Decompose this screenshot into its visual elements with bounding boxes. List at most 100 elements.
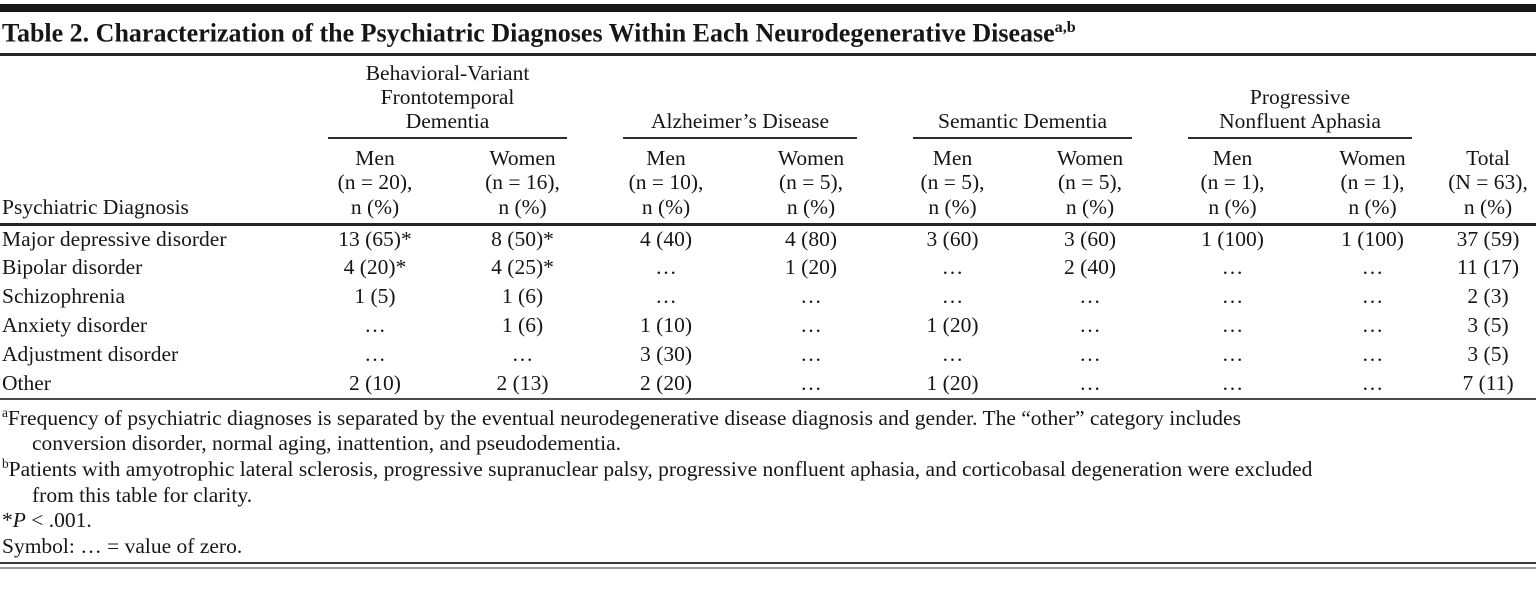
cell: … <box>1361 342 1384 367</box>
row-label: Adjustment disorder <box>2 342 179 367</box>
cell: … <box>1221 284 1244 309</box>
cell: 11 (17) <box>1457 255 1519 280</box>
col-header-bvftd-women: Women (n = 16), n (%) <box>450 139 596 227</box>
group-header-bvftd-label: Behavioral-Variant Frontotemporal Dement… <box>328 61 568 140</box>
cell: 13 (65)* <box>338 226 412 251</box>
cell: … <box>655 284 677 309</box>
cell: … <box>655 255 677 280</box>
footnote-b-text-1: Patients with amyotrophic lateral sclero… <box>8 457 1313 482</box>
cell: 2 (3) <box>1467 284 1509 309</box>
top-rule <box>0 4 1536 12</box>
footnote-a-marker: a <box>2 404 8 420</box>
cell: 1 (100) <box>1341 226 1404 251</box>
row-label: Anxiety disorder <box>2 313 148 338</box>
row-label: Major depressive disorder <box>2 226 227 251</box>
footnote-pvalue: *P < .001. <box>2 508 1534 533</box>
cell: 1 (20) <box>785 255 837 280</box>
cell: 1 (6) <box>501 284 544 309</box>
cell: 4 (20)* <box>343 255 407 280</box>
group-header-semantic-dementia: Semantic Dementia <box>885 56 1160 140</box>
col-header-pnfa-men: Men (n = 1), n (%) <box>1160 139 1306 227</box>
cell: 3 (60) <box>1064 226 1116 251</box>
table-header: Behavioral-Variant Frontotemporal Dement… <box>0 56 1536 227</box>
cell: … <box>1079 313 1101 338</box>
group-header-alzheimers: Alzheimer’s Disease <box>595 56 885 140</box>
col-header-ad-men: Men (n = 10), n (%) <box>595 139 738 227</box>
footnote-b-line-1: bPatients with amyotrophic lateral scler… <box>2 456 1534 483</box>
psychiatric-diagnoses-table: Behavioral-Variant Frontotemporal Dement… <box>0 56 1536 400</box>
cell: … <box>1079 284 1101 309</box>
row-label: Bipolar disorder <box>2 255 143 280</box>
table-row-other: Other 2 (10) 2 (13) 2 (20) … 1 (20) … … … <box>0 369 1536 400</box>
row-label: Other <box>0 369 300 400</box>
group-header-pnfa: Progressive Nonfluent Aphasia <box>1160 56 1440 140</box>
table-body: Major depressive disorder 13 (65)* 8 (50… <box>0 225 1536 400</box>
column-header-row: Psychiatric Diagnosis Men (n = 20), n (%… <box>0 139 1536 227</box>
cell: 1 (5) <box>354 284 396 309</box>
cell: 8 (50)* <box>491 226 554 251</box>
group-header-bvftd: Behavioral-Variant Frontotemporal Dement… <box>300 56 595 140</box>
cell: 1 (6) <box>501 313 544 338</box>
group-header-total-spacer <box>1440 56 1536 139</box>
group-header-pnfa-label: Progressive Nonfluent Aphasia <box>1188 85 1413 140</box>
cell: … <box>364 342 386 367</box>
col-header-total: Total (N = 63), n (%) <box>1440 139 1536 227</box>
cell: … <box>1221 342 1244 367</box>
cell: 37 (59) <box>1456 226 1520 251</box>
footnote-b-line-2: from this table for clarity. <box>32 482 253 507</box>
cell: … <box>1305 369 1441 400</box>
cell: … <box>1020 369 1161 400</box>
footnote-a-line-1: aFrequency of psychiatric diagnoses is s… <box>2 405 1534 432</box>
footnote-a-line-2: conversion disorder, normal aging, inatt… <box>32 431 622 456</box>
col-header-ad-women: Women (n = 5), n (%) <box>737 139 886 227</box>
cell: … <box>1361 284 1384 309</box>
cell: … <box>737 369 886 400</box>
cell: … <box>1361 313 1384 338</box>
cell: … <box>364 313 386 338</box>
cell: 7 (11) <box>1440 369 1536 400</box>
cell: … <box>511 342 534 367</box>
cell: 3 (5) <box>1467 342 1509 367</box>
col-header-sd-women: Women (n = 5), n (%) <box>1020 139 1161 227</box>
cell: 3 (60) <box>926 226 979 251</box>
footnote-b: bPatients with amyotrophic lateral scler… <box>2 456 1534 508</box>
table-row-bipolar: Bipolar disorder 4 (20)* 4 (25)* … 1 (20… <box>0 254 1536 283</box>
cell: 2 (20) <box>595 369 738 400</box>
cell: … <box>941 342 964 367</box>
table-row-anxiety: Anxiety disorder … 1 (6) 1 (10) … 1 (20)… <box>0 312 1536 341</box>
cell: … <box>941 255 964 280</box>
col-header-pnfa-women: Women (n = 1), n (%) <box>1305 139 1441 227</box>
footnotes: aFrequency of psychiatric diagnoses is s… <box>0 400 1536 559</box>
col-header-bvftd-men: Men (n = 20), n (%) <box>300 139 450 227</box>
table-title: Table 2. Characterization of the Psychia… <box>0 12 1536 57</box>
row-label: Schizophrenia <box>2 284 125 309</box>
cell: 4 (40) <box>640 226 692 251</box>
cell: … <box>1361 255 1384 280</box>
table-title-text: Table 2. Characterization of the Psychia… <box>2 18 1055 48</box>
bottom-rule <box>0 561 1536 569</box>
cell: 1 (20) <box>926 313 979 338</box>
cell: 1 (10) <box>640 313 692 338</box>
cell: … <box>1079 342 1101 367</box>
cell: 2 (10) <box>300 369 450 400</box>
group-header-spacer <box>0 56 300 139</box>
group-header-row: Behavioral-Variant Frontotemporal Dement… <box>0 56 1536 140</box>
cell: 1 (100) <box>1201 226 1264 251</box>
cell: 2 (13) <box>450 369 596 400</box>
cell: 2 (40) <box>1064 255 1116 280</box>
table-title-superscript: a,b <box>1054 19 1076 36</box>
cell: 3 (5) <box>1467 313 1509 338</box>
footnote-a-text-1: Frequency of psychiatric diagnoses is se… <box>7 405 1241 430</box>
footnote-pvalue-text: < .001. <box>25 508 92 533</box>
cell: … <box>800 342 822 367</box>
group-header-alzheimers-label: Alzheimer’s Disease <box>623 109 858 140</box>
cell: … <box>1221 255 1244 280</box>
cell: … <box>1160 369 1306 400</box>
cell: 4 (25)* <box>491 255 554 280</box>
col-header-sd-men: Men (n = 5), n (%) <box>885 139 1021 227</box>
footnote-a: aFrequency of psychiatric diagnoses is s… <box>2 405 1534 457</box>
cell: … <box>941 284 964 309</box>
table-row-major-depressive: Major depressive disorder 13 (65)* 8 (50… <box>0 225 1536 254</box>
table-row-schizophrenia: Schizophrenia 1 (5) 1 (6) … … … … … … 2 … <box>0 283 1536 312</box>
